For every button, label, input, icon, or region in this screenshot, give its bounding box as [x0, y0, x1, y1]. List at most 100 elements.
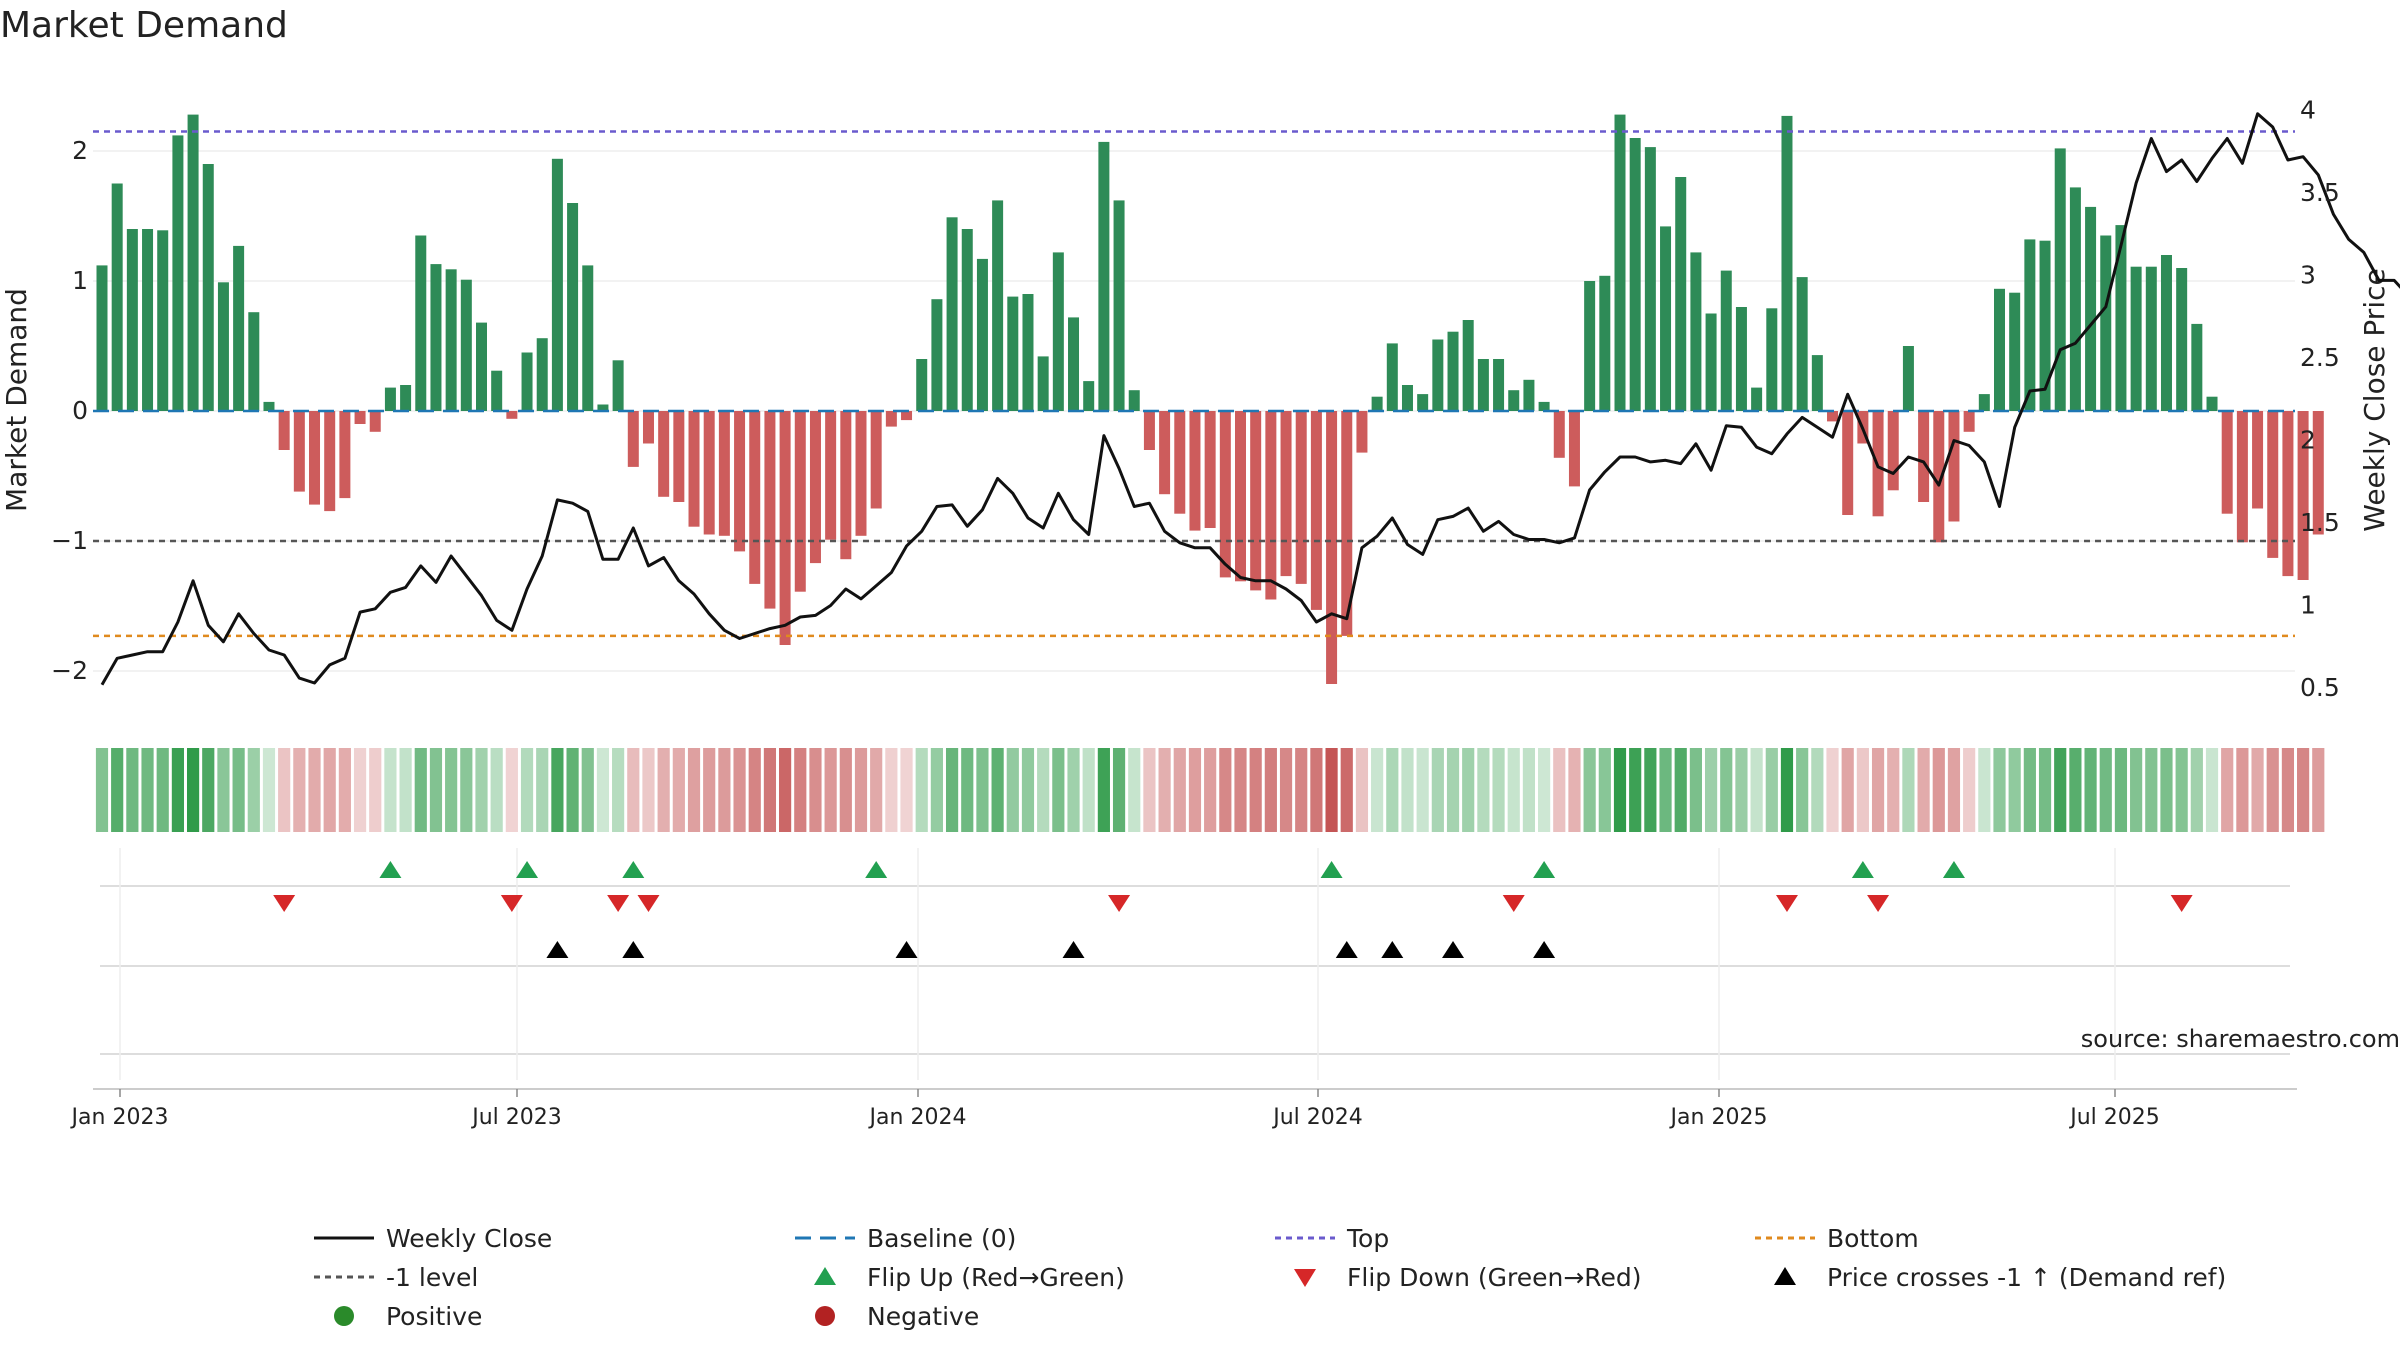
- heat-cell: [1917, 748, 1930, 832]
- legend: Weekly Close Baseline (0) Top Bottom -1 leve…: [314, 1224, 2226, 1331]
- heat-cell: [262, 748, 276, 832]
- legend-item: Negative: [815, 1302, 979, 1331]
- demand-bar: [2312, 411, 2324, 535]
- demand-bar: [2145, 266, 2157, 411]
- demand-bar: [1447, 331, 1459, 411]
- heat-cell: [414, 748, 427, 832]
- heat-cell: [490, 748, 503, 832]
- demand-bar: [612, 360, 624, 411]
- heat-cell: [2145, 748, 2158, 832]
- demand-bars: [96, 114, 2324, 684]
- heat-cell: [1613, 748, 1627, 832]
- y2-tick-label: 1: [2300, 591, 2316, 620]
- demand-bar: [1432, 339, 1444, 411]
- heat-cell: [1826, 748, 1839, 832]
- demand-bar: [764, 411, 776, 609]
- demand-bar: [1948, 411, 1960, 522]
- demand-bar: [673, 411, 685, 502]
- demand-bar: [961, 229, 973, 411]
- heat-cell: [2023, 748, 2036, 832]
- heat-cell: [2281, 748, 2295, 832]
- price-cross-marker: [622, 941, 645, 958]
- demand-bar: [1310, 411, 1322, 610]
- demand-bar: [627, 411, 639, 467]
- demand-bar: [688, 411, 700, 527]
- flip-down-marker: [2170, 895, 2193, 912]
- demand-bar: [157, 230, 169, 411]
- y2-axis-ticks: 4 3.5 3 2.5 2 1.5 1 0.5: [2300, 96, 2340, 703]
- demand-bar: [1796, 277, 1808, 411]
- demand-bar: [1037, 356, 1049, 411]
- heat-cell: [2130, 748, 2143, 832]
- demand-bar: [1629, 138, 1641, 411]
- y-axis-ticks: 2 1 0 −1 −2: [51, 136, 88, 685]
- demand-bar: [1994, 288, 2005, 411]
- heat-cell: [1841, 748, 1854, 832]
- heat-cell: [232, 748, 245, 832]
- y-tick-label: −1: [51, 526, 88, 555]
- heat-cell: [1856, 748, 1869, 832]
- demand-bar: [1386, 343, 1398, 411]
- heat-cell: [2099, 748, 2112, 832]
- heat-cell: [1037, 748, 1050, 832]
- demand-bar: [597, 404, 609, 411]
- demand-bar: [1265, 411, 1277, 600]
- demand-bar: [339, 411, 351, 499]
- demand-bar: [901, 411, 913, 421]
- heat-cell: [247, 748, 260, 832]
- demand-bar: [2024, 239, 2036, 411]
- y-tick-label: −2: [51, 656, 88, 685]
- heat-cell: [1416, 748, 1429, 832]
- heat-cell: [718, 748, 731, 832]
- demand-bar: [172, 135, 184, 411]
- heat-cell: [536, 748, 549, 832]
- chart-title: Market Demand: [0, 5, 288, 46]
- heat-cell: [870, 748, 883, 832]
- heat-cell: [2312, 748, 2325, 832]
- heat-cell: [126, 748, 139, 832]
- demand-bar: [1477, 359, 1489, 411]
- heat-cell: [1492, 748, 1505, 832]
- demand-bar: [1280, 411, 1292, 577]
- heat-cell: [2084, 748, 2097, 832]
- heat-cell: [293, 748, 306, 832]
- heat-cell: [1553, 748, 1566, 832]
- demand-bar: [976, 258, 988, 411]
- heat-cell: [1583, 748, 1596, 832]
- demand-bar: [1341, 411, 1353, 636]
- demand-bar: [2221, 411, 2233, 514]
- x-axis: Jan 2023 Jul 2023 Jan 2024 Jul 2024 Jan 2025…: [70, 1088, 2297, 1130]
- demand-bar: [476, 322, 487, 411]
- flip-down-marker: [1867, 895, 1890, 912]
- demand-bar: [263, 401, 275, 411]
- heat-cell: [1234, 748, 1247, 832]
- demand-bar: [2206, 396, 2218, 411]
- legend-item: Price crosses -1 ↑ (Demand ref): [1774, 1263, 2226, 1292]
- demand-bar: [2085, 206, 2097, 411]
- demand-bar: [1159, 411, 1171, 495]
- demand-bar: [1811, 355, 1823, 411]
- demand-bar: [658, 411, 670, 497]
- heat-cell: [2251, 748, 2264, 832]
- heat-cell: [2221, 748, 2234, 832]
- heat-cell: [1067, 748, 1080, 832]
- y-tick-label: 2: [72, 136, 88, 165]
- demand-bar: [369, 411, 381, 432]
- legend-label: Bottom: [1827, 1224, 1919, 1253]
- heat-cell: [763, 748, 777, 832]
- demand-bar: [324, 411, 336, 512]
- heat-cell: [1006, 748, 1019, 832]
- heat-cell: [627, 748, 640, 832]
- heat-cell: [1340, 748, 1353, 832]
- heat-cell: [824, 748, 837, 832]
- demand-bar: [1462, 320, 1474, 411]
- demand-bar: [1417, 394, 1429, 411]
- demand-bar: [1644, 147, 1656, 411]
- demand-bar: [1766, 308, 1778, 411]
- demand-bar: [1143, 411, 1155, 450]
- flip-up-marker: [516, 861, 539, 878]
- demand-bar: [916, 359, 928, 411]
- heat-cell: [2175, 748, 2188, 832]
- demand-bar: [1690, 252, 1702, 411]
- heat-cell: [2008, 748, 2021, 832]
